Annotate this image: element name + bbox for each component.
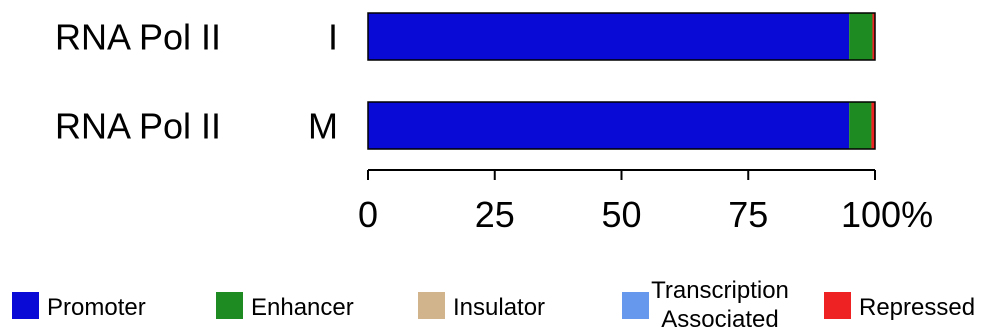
- bars: [367, 12, 876, 150]
- legend: Promoter Enhancer Insulator TranscriptionAs…: [12, 277, 975, 333]
- row-label-sample: M: [308, 106, 338, 147]
- x-tick-label: 25: [475, 194, 515, 235]
- legend-swatch: [216, 292, 243, 319]
- bar-segment-enhancer: [849, 13, 873, 60]
- legend-swatch: [418, 292, 445, 319]
- bar-segment-enhancer: [849, 102, 872, 149]
- bar-segment-repressed: [872, 13, 875, 60]
- bar-outline: [367, 101, 876, 150]
- x-tick-label: 75: [728, 194, 768, 235]
- legend-swatch: [12, 292, 39, 319]
- legend-label: Repressed: [859, 294, 975, 321]
- legend-label: Associated: [661, 306, 778, 333]
- bar-segment-promoter: [368, 102, 850, 149]
- legend-swatch: [622, 292, 649, 319]
- x-tick-label: 50: [601, 194, 641, 235]
- row-label-name: RNA Pol II: [55, 106, 221, 147]
- row-label-sample: I: [328, 17, 338, 58]
- x-axis: 0 25 50 75 100%: [358, 169, 933, 235]
- x-tick-label: 0: [358, 194, 378, 235]
- legend-label: Enhancer: [251, 294, 354, 321]
- bar-outline: [367, 12, 876, 61]
- bar-segment-promoter: [368, 13, 850, 60]
- row-label-name: RNA Pol II: [55, 17, 221, 58]
- row-labels: RNA Pol II I RNA Pol II M: [55, 17, 338, 147]
- legend-swatch: [824, 292, 851, 319]
- x-tick-label: 100%: [841, 194, 933, 235]
- bar-segment-repressed: [871, 102, 875, 149]
- legend-label: Transcription: [651, 277, 789, 304]
- legend-label: Promoter: [47, 294, 146, 321]
- legend-label: Insulator: [453, 294, 545, 321]
